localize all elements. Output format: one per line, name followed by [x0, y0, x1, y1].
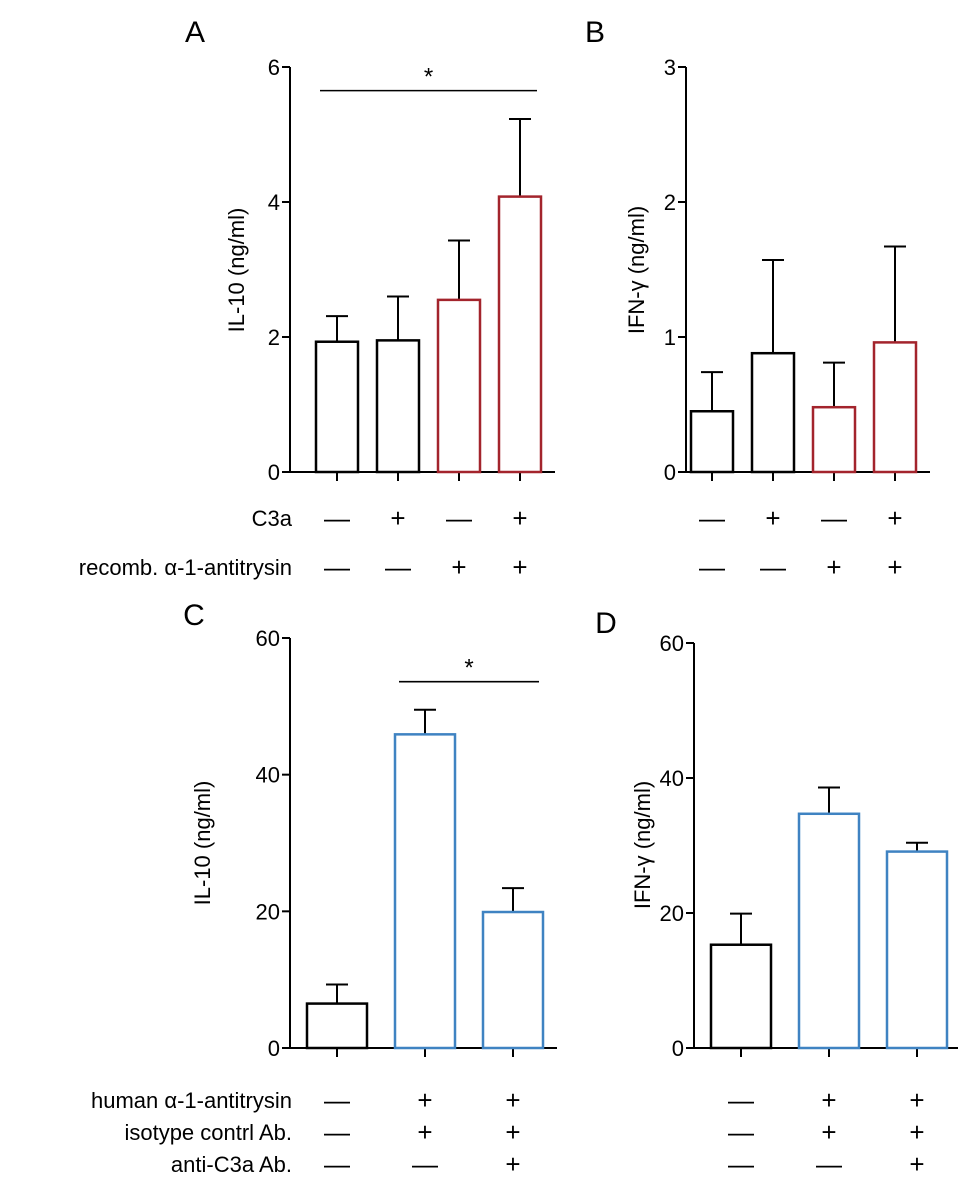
condition-row-label: human α-1-antitrysin: [91, 1088, 292, 1113]
bar: [750, 351, 796, 474]
condition-mark: +: [505, 1117, 520, 1147]
condition-mark: —: [385, 552, 411, 582]
bar: [305, 1002, 369, 1050]
y-tick-label: 3: [664, 55, 676, 80]
condition-mark: +: [505, 1085, 520, 1115]
panel-letter: B: [585, 16, 605, 49]
condition-mark: —: [699, 552, 725, 582]
y-tick-label: 4: [268, 190, 280, 215]
condition-mark: +: [451, 552, 466, 582]
y-tick-label: 0: [268, 460, 280, 485]
condition-row-label: recomb. α-1-antitrysin: [79, 555, 292, 580]
y-tick-label: 0: [664, 460, 676, 485]
condition-mark: +: [505, 1149, 520, 1179]
y-axis-label: IFN-γ (ng/ml): [624, 206, 649, 334]
y-tick-label: 0: [268, 1036, 280, 1061]
panel-letter: D: [595, 607, 617, 640]
condition-mark: —: [324, 1149, 350, 1179]
condition-row-label: anti-C3a Ab.: [171, 1152, 292, 1177]
condition-mark: —: [728, 1085, 754, 1115]
y-tick-label: 0: [672, 1036, 684, 1061]
bar: [689, 410, 735, 474]
condition-mark: +: [909, 1117, 924, 1147]
condition-mark: +: [512, 503, 527, 533]
condition-mark: +: [390, 503, 405, 533]
condition-mark: +: [826, 552, 841, 582]
condition-mark: +: [909, 1085, 924, 1115]
condition-mark: +: [417, 1117, 432, 1147]
y-tick-label: 40: [256, 763, 280, 788]
bar: [797, 812, 861, 1050]
condition-mark: —: [324, 503, 350, 533]
panel-letter: C: [183, 599, 205, 632]
bar: [375, 339, 421, 474]
condition-mark: +: [887, 503, 902, 533]
bar: [885, 850, 949, 1050]
condition-mark: —: [728, 1149, 754, 1179]
y-axis-label: IL-10 (ng/ml): [190, 781, 215, 906]
condition-mark: —: [412, 1149, 438, 1179]
y-tick-label: 40: [660, 766, 684, 791]
bar: [497, 195, 543, 474]
condition-mark: +: [821, 1085, 836, 1115]
y-tick-label: 2: [664, 190, 676, 215]
condition-mark: +: [417, 1085, 432, 1115]
panel-letter: A: [185, 16, 205, 49]
condition-mark: —: [446, 503, 472, 533]
condition-mark: —: [324, 1117, 350, 1147]
bar: [314, 340, 360, 474]
condition-mark: —: [324, 1085, 350, 1115]
condition-mark: +: [821, 1117, 836, 1147]
y-tick-label: 20: [256, 899, 280, 924]
panel-b: B 0 1 2 3 IFN-γ (ng/ml) — + — + — — + +: [585, 16, 930, 582]
y-tick-label: 1: [664, 325, 676, 350]
bar: [393, 733, 457, 1050]
y-axis-label: IFN-γ (ng/ml): [630, 781, 655, 909]
significance-star: *: [424, 64, 433, 91]
bar: [436, 298, 482, 474]
bar: [481, 910, 545, 1050]
condition-mark: +: [909, 1149, 924, 1179]
condition-mark: —: [760, 552, 786, 582]
y-tick-label: 60: [256, 626, 280, 651]
bar: [709, 943, 773, 1050]
condition-mark: —: [699, 503, 725, 533]
condition-mark: +: [887, 552, 902, 582]
condition-mark: +: [765, 503, 780, 533]
panel-c: C 0 20 40 60 IL-10 (ng/ml) * human α-1-antitrys…: [91, 599, 557, 1179]
condition-row-label: C3a: [252, 506, 293, 531]
condition-mark: —: [728, 1117, 754, 1147]
y-tick-label: 20: [660, 901, 684, 926]
y-axis-label: IL-10 (ng/ml): [224, 208, 249, 333]
condition-mark: —: [821, 503, 847, 533]
bar: [872, 341, 918, 474]
y-tick-label: 6: [268, 55, 280, 80]
bar: [811, 405, 857, 474]
condition-mark: —: [324, 552, 350, 582]
y-tick-label: 60: [660, 631, 684, 656]
significance-star: *: [464, 655, 473, 682]
panel-a: A 0 2 4 6 IL-10 (ng/ml) * C3a — + — + recomb. α-1-an…: [79, 16, 555, 582]
condition-row-label: isotype contrl Ab.: [124, 1120, 292, 1145]
condition-mark: —: [816, 1149, 842, 1179]
condition-mark: +: [512, 552, 527, 582]
y-tick-label: 2: [268, 325, 280, 350]
